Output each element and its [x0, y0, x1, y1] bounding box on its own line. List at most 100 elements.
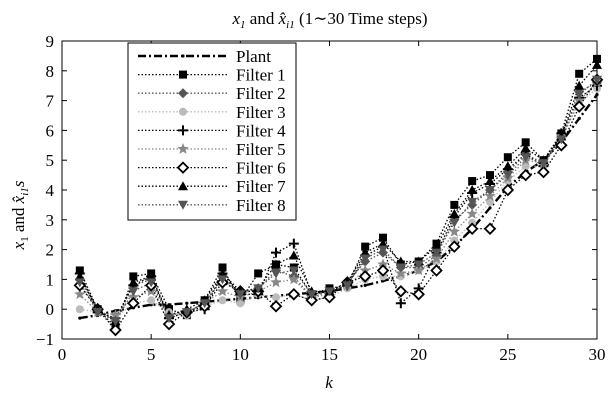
data-point — [288, 273, 300, 285]
legend-label: Filter 5 — [236, 140, 286, 159]
data-point — [217, 268, 228, 278]
data-point — [520, 153, 531, 163]
legend-label: Filter 7 — [236, 177, 286, 196]
x-tick-label: 20 — [410, 345, 427, 364]
data-point — [501, 183, 515, 197]
y-tick-label: 1 — [46, 270, 55, 289]
data-point — [412, 264, 425, 276]
data-point — [577, 116, 581, 121]
legend-label: Filter 2 — [236, 84, 286, 103]
data-point — [555, 139, 568, 152]
data-point — [129, 272, 138, 281]
x-tick-label: 25 — [499, 345, 516, 364]
data-point — [502, 171, 513, 181]
data-point — [395, 267, 407, 279]
data-point — [466, 207, 478, 219]
data-point — [253, 284, 264, 294]
data-point — [377, 258, 389, 270]
data-point — [448, 225, 461, 237]
y-tick-label: 8 — [46, 62, 55, 81]
y-tick-label: 2 — [46, 241, 55, 260]
data-point — [271, 269, 281, 279]
data-point — [574, 80, 585, 90]
data-point — [485, 176, 495, 186]
data-point — [467, 185, 478, 194]
data-point — [128, 287, 139, 297]
data-point — [485, 186, 495, 195]
data-point — [593, 54, 601, 63]
data-point — [92, 308, 103, 318]
data-point — [109, 309, 122, 321]
data-point — [179, 70, 187, 79]
data-point — [413, 260, 424, 270]
x-tick-label: 15 — [321, 345, 338, 364]
data-point — [306, 290, 317, 300]
legend-label: Filter 6 — [236, 159, 286, 178]
data-point — [199, 299, 210, 309]
data-point — [575, 69, 584, 78]
data-point — [360, 247, 371, 257]
data-point — [358, 270, 372, 283]
data-point — [74, 271, 85, 281]
y-tick-label: 3 — [46, 211, 55, 230]
data-point — [216, 285, 229, 297]
data-point — [181, 308, 192, 318]
data-point — [288, 266, 299, 276]
data-point — [288, 250, 299, 260]
data-point — [488, 206, 492, 210]
y-tick-label: −1 — [36, 330, 54, 349]
data-point — [162, 317, 176, 331]
data-point — [287, 288, 301, 301]
data-point — [592, 59, 602, 69]
data-point — [218, 263, 227, 272]
y-axis-label: x1 and x̂i1s — [9, 180, 31, 250]
data-point — [465, 222, 479, 236]
data-point — [573, 94, 585, 106]
y-tick-label: 9 — [46, 32, 55, 51]
data-point — [378, 245, 388, 255]
data-point — [379, 233, 387, 242]
x-tick-label: 5 — [147, 345, 156, 364]
data-point — [217, 275, 228, 285]
data-point — [502, 161, 513, 171]
data-point — [235, 290, 246, 300]
data-point — [178, 200, 188, 210]
data-point — [521, 162, 530, 171]
series-markers-group — [74, 75, 602, 327]
data-point — [394, 285, 408, 298]
data-point — [430, 252, 443, 264]
legend-box — [127, 42, 297, 221]
data-point — [146, 278, 157, 288]
data-point — [74, 278, 85, 288]
data-point — [75, 305, 84, 314]
data-point — [78, 316, 82, 320]
data-point — [305, 293, 318, 307]
data-point — [521, 138, 530, 147]
data-point — [430, 264, 443, 277]
data-point — [324, 287, 335, 297]
legend-label: Filter 1 — [236, 66, 286, 85]
data-point — [74, 288, 86, 300]
data-point — [467, 197, 478, 207]
data-point — [360, 254, 371, 264]
data-point — [572, 100, 586, 113]
x-axis-label: k — [325, 373, 333, 392]
data-point — [147, 296, 156, 305]
data-point — [520, 143, 531, 153]
series-markers — [73, 54, 604, 337]
y-tick-label: 7 — [46, 92, 55, 111]
x-tick-label: 30 — [589, 345, 606, 364]
data-point — [361, 242, 370, 251]
data-point — [592, 75, 602, 85]
data-point — [395, 298, 406, 309]
data-point — [178, 125, 188, 136]
data-point — [146, 271, 157, 281]
y-tick-label: 5 — [46, 151, 55, 170]
data-point — [359, 264, 371, 276]
legend-label: Filter 8 — [236, 196, 286, 215]
data-point — [271, 247, 281, 258]
data-point — [519, 168, 532, 182]
